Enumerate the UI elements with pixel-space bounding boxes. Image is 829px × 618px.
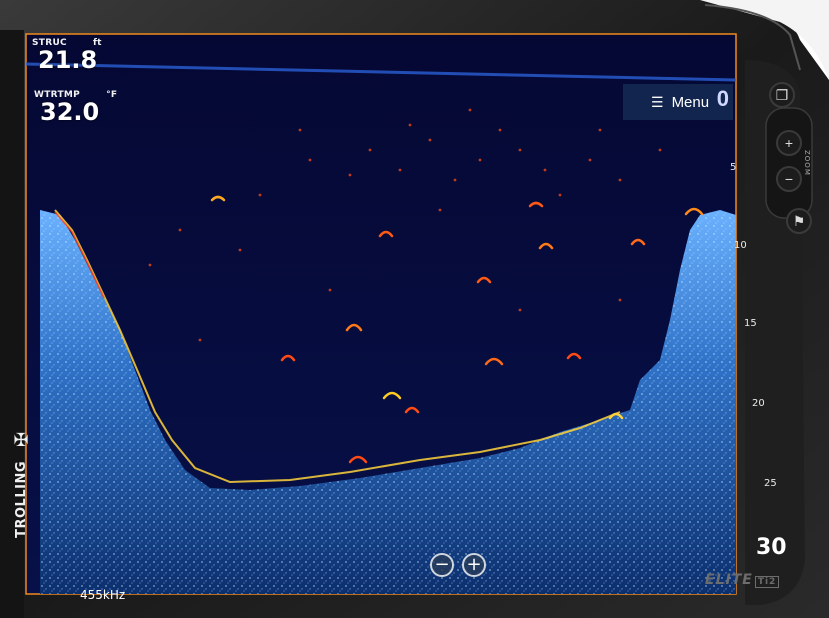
structure-depth-readout: STRUC ft 21.8 [32,38,102,72]
zoom-in-button[interactable]: + [462,553,486,577]
waypoint-button[interactable]: ⚑ [786,208,812,234]
brand-logo: ELITE Ti2 [705,572,780,588]
depth-tick: 25 [764,478,777,489]
zoom-in-icon: + [784,135,794,151]
water-temp-label: WTRTMP [34,90,81,100]
trolling-mode[interactable]: ✠ TROLLING [4,430,38,538]
hamburger-icon: ☰ [651,93,664,110]
water-temp-unit: °F [106,90,118,100]
water-temp-value: 32.0 [40,98,100,126]
bottom-edge-hardline [54,209,621,484]
water-temp-readout: WTRTMP °F 32.0 [34,90,117,124]
structure-depth-unit: ft [92,38,102,48]
fan-icon: ✠ [13,430,29,450]
frequency-label: 455kHz [80,588,126,602]
menu-button[interactable]: ☰ Menu 0 [623,84,733,120]
menu-label: Menu [671,93,710,111]
depth-tick: 15 [744,318,757,329]
brand-name: ELITE [705,572,753,588]
structure-depth-value: 21.8 [38,46,98,74]
pages-button[interactable]: ❐ [769,82,795,108]
depth-tick: 20 [752,398,765,409]
brand-model: Ti2 [754,576,780,588]
trolling-label: TROLLING [13,461,29,538]
depth-top-value: 0 [716,86,729,111]
depth-tick: 5 [730,162,737,173]
zoom-out-hardware-button[interactable]: − [776,166,802,192]
depth-tick: 10 [734,240,747,251]
zoom-controls: − + [430,553,486,577]
device-left-edge [0,30,24,618]
zoom-hardware-label: ZOOM [803,150,811,176]
pages-icon: ❐ [775,87,789,103]
zoom-out-icon: − [784,171,794,187]
zoom-out-button[interactable]: − [430,553,454,577]
waypoint-flag-icon: ⚑ [792,213,806,229]
plankton-returns [148,108,662,342]
structure-depth-label: STRUC [32,38,67,48]
depth-range-value: 30 [756,535,787,560]
zoom-in-hardware-button[interactable]: + [776,130,802,156]
fish-arches [210,195,704,464]
